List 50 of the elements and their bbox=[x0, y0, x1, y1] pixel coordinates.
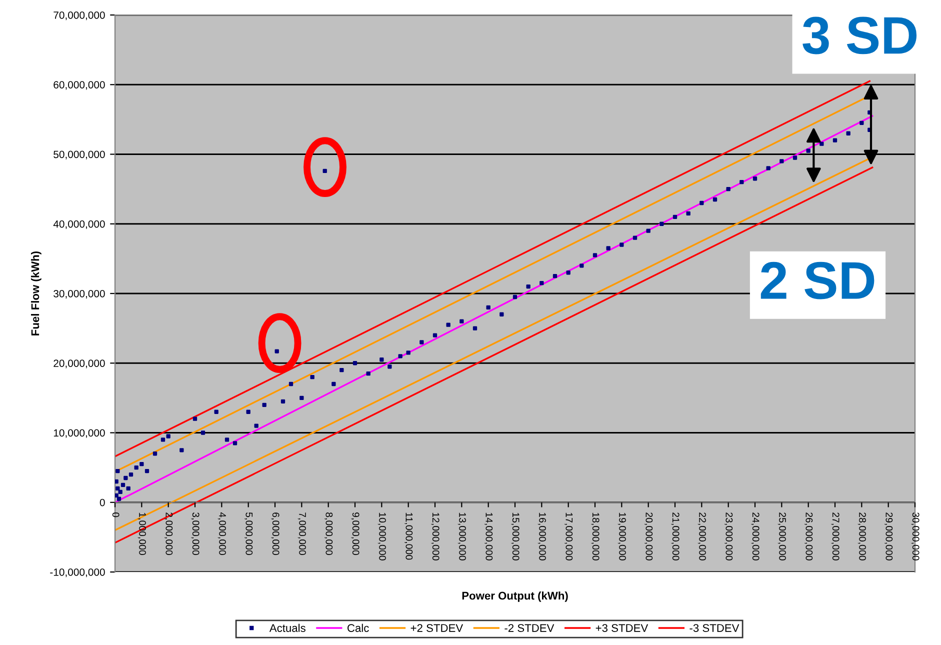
legend-label: -3 STDEV bbox=[690, 624, 740, 632]
annotation: 2 SD bbox=[760, 262, 874, 300]
x-tick-label: 19,000,000 bbox=[618, 512, 626, 560]
x-tick-label: 30,000,000 bbox=[911, 512, 920, 560]
y-tick-label: 20,000,000 bbox=[54, 360, 105, 368]
x-tick-label: 12,000,000 bbox=[431, 512, 440, 560]
x-tick-label: 0 bbox=[112, 512, 120, 518]
x-tick-label: 20,000,000 bbox=[644, 512, 653, 560]
y-tick-label: 60,000,000 bbox=[54, 81, 105, 90]
x-tick-label: 3,000,000 bbox=[191, 512, 200, 555]
legend-label: Actuals bbox=[269, 624, 306, 632]
x-axis-title: Power Output (kWh) bbox=[462, 591, 568, 602]
x-tick-label: 24,000,000 bbox=[751, 512, 760, 560]
x-tick-label: 13,000,000 bbox=[458, 512, 466, 560]
legend-label: Calc bbox=[348, 624, 369, 632]
x-tick-label: 17,000,000 bbox=[564, 512, 573, 560]
x-tick-label: 4,000,000 bbox=[218, 512, 226, 555]
x-tick-label: 5,000,000 bbox=[244, 512, 253, 555]
legend-label: +2 STDEV bbox=[410, 624, 464, 632]
x-tick-label: 23,000,000 bbox=[724, 512, 733, 560]
x-tick-label: 7,000,000 bbox=[298, 512, 306, 555]
x-tick-label: 11,000,000 bbox=[404, 512, 413, 560]
y-tick-label: 50,000,000 bbox=[54, 150, 105, 160]
x-tick-label: 14,000,000 bbox=[484, 512, 493, 560]
legend-label: +3 STDEV bbox=[596, 624, 648, 632]
x-tick-label: 27,000,000 bbox=[831, 512, 840, 560]
x-tick-label: 22,000,000 bbox=[698, 512, 706, 560]
y-tick-label: 70,000,000 bbox=[54, 12, 105, 20]
legend-label: -2 STDEV bbox=[504, 624, 554, 632]
y-tick-label: -10,000,000 bbox=[50, 568, 105, 578]
annotation: 3 SD bbox=[802, 16, 917, 54]
x-tick-label: 2,000,000 bbox=[164, 512, 173, 555]
x-tick-label: 29,000,000 bbox=[884, 512, 893, 560]
x-tick-label: 25,000,000 bbox=[778, 512, 786, 560]
x-tick-label: 10,000,000 bbox=[378, 512, 386, 560]
y-tick-label: 10,000,000 bbox=[54, 429, 105, 438]
x-tick-label: 6,000,000 bbox=[271, 512, 280, 555]
x-tick-label: 1,000,000 bbox=[138, 512, 146, 555]
x-tick-label: 21,000,000 bbox=[671, 512, 680, 560]
y-axis-title: Fuel Flow (kWh) bbox=[30, 251, 42, 336]
y-tick-label: 0 bbox=[100, 498, 105, 506]
y-tick-label: 30,000,000 bbox=[54, 290, 105, 299]
x-tick-label: 18,000,000 bbox=[591, 512, 600, 560]
x-tick-label: 9,000,000 bbox=[351, 512, 360, 555]
y-tick-label: 40,000,000 bbox=[53, 220, 105, 229]
x-tick-label: 15,000,000 bbox=[511, 512, 520, 560]
x-tick-label: 16,000,000 bbox=[538, 512, 546, 560]
x-tick-label: 8,000,000 bbox=[324, 512, 333, 555]
x-tick-label: 26,000,000 bbox=[804, 512, 813, 560]
x-tick-label: 28,000,000 bbox=[858, 512, 866, 560]
